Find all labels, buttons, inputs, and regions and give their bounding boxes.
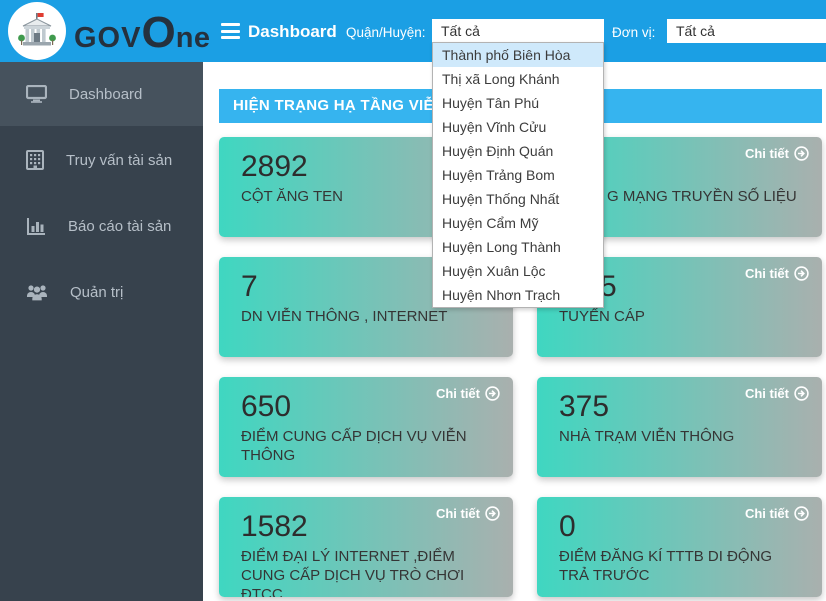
monitor-icon <box>26 85 47 103</box>
sidebar-nav: Dashboard Truy vấn tài sản <box>0 62 203 601</box>
stat-card-prepaid-registration-points: 0 ĐIỂM ĐĂNG KÍ TTTB DI ĐỘNG TRẢ TRƯỚC Ch… <box>537 497 822 597</box>
stat-label: G MẠNG TRUYỀN SỐ LIỆU <box>607 188 797 205</box>
sidebar-item-label: Truy vấn tài sản <box>66 151 173 169</box>
stat-card-telecom-service-points: 650 ĐIỂM CUNG CẤP DỊCH VỤ VIỄN THÔNG Chi… <box>219 377 513 477</box>
arrow-circle-right-icon <box>485 506 500 521</box>
stat-label: ĐIỂM CUNG CẤP DỊCH VỤ VIỄN THÔNG <box>241 428 467 464</box>
stat-card-telecom-stations: 375 NHÀ TRẠM VIỄN THÔNG Chi tiết <box>537 377 822 477</box>
district-option[interactable]: Huyện Tân Phú <box>442 95 540 111</box>
stat-label: ĐIỂM ĐĂNG KÍ TTTB DI ĐỘNG TRẢ TRƯỚC <box>559 548 773 584</box>
stat-label: ĐIỂM ĐẠI LÝ INTERNET ,ĐIỂM CUNG CẤP DỊCH… <box>241 548 465 597</box>
sidebar-item-dashboard[interactable]: Dashboard <box>0 62 203 126</box>
bar-chart-icon <box>27 217 45 235</box>
detail-link[interactable]: Chi tiết <box>745 146 809 161</box>
stat-value: 650 <box>241 390 292 423</box>
brand-text-ne: ne <box>175 22 211 54</box>
sidebar-item-label: Dashboard <box>69 85 143 103</box>
detail-link-label: Chi tiết <box>744 266 789 281</box>
detail-link[interactable]: Chi tiết <box>745 506 809 521</box>
brand-text-o: O <box>141 8 176 57</box>
detail-link-label: Chi tiết <box>744 506 789 521</box>
arrow-circle-right-icon <box>794 506 809 521</box>
district-select[interactable]: Tất cả <box>432 19 604 43</box>
sidebar-item-asset-query[interactable]: Truy vấn tài sản <box>0 128 203 192</box>
building-icon <box>26 150 44 170</box>
district-option[interactable]: Huyện Nhơn Trạch <box>442 287 561 303</box>
detail-link[interactable]: Chi tiết <box>436 506 500 521</box>
menu-toggle-icon[interactable] <box>221 23 240 39</box>
detail-link[interactable]: Chi tiết <box>745 386 809 401</box>
district-option[interactable]: Thị xã Long Khánh <box>442 71 560 87</box>
district-option[interactable]: Huyện Định Quán <box>442 143 554 159</box>
unit-filter-label: Đơn vị: <box>612 25 656 40</box>
stat-value: 375 <box>559 390 610 423</box>
stat-label: TUYẾN CÁP <box>559 308 645 325</box>
district-option[interactable]: Huyện Vĩnh Cửu <box>442 119 547 135</box>
government-building-icon <box>18 13 56 46</box>
sidebar-item-asset-report[interactable]: Báo cáo tài sản <box>0 194 203 258</box>
detail-link-label: Chi tiết <box>435 386 480 401</box>
stat-label: NHÀ TRẠM VIỄN THÔNG <box>559 428 735 445</box>
detail-link[interactable]: Chi tiết <box>436 386 500 401</box>
page-title: Dashboard <box>248 22 337 41</box>
stat-value: 1582 <box>241 510 308 543</box>
detail-link-label: Chi tiết <box>744 386 789 401</box>
users-icon <box>27 285 47 301</box>
stat-value: 0 <box>559 510 576 543</box>
sidebar-item-label: Báo cáo tài sản <box>68 217 172 235</box>
district-option[interactable]: Huyện Long Thành <box>442 239 561 255</box>
district-option[interactable]: Huyện Trảng Bom <box>442 167 555 183</box>
district-option[interactable]: Huyện Xuân Lộc <box>442 263 546 279</box>
detail-link[interactable]: Chi tiết <box>745 266 809 281</box>
brand-text-gov: GOV <box>74 22 142 54</box>
unit-select[interactable]: Tất cả <box>667 19 826 43</box>
arrow-circle-right-icon <box>794 266 809 281</box>
stat-card-internet-agents: 1582 ĐIỂM ĐẠI LÝ INTERNET ,ĐIỂM CUNG CẤP… <box>219 497 513 597</box>
stat-value: 5 <box>600 270 617 303</box>
district-filter-label: Quận/Huyện: <box>346 25 426 40</box>
district-option[interactable]: Huyện Thống Nhất <box>442 191 560 207</box>
stat-label: DN VIỄN THÔNG , INTERNET <box>241 308 448 325</box>
district-option[interactable]: Thành phố Biên Hòa <box>433 43 603 67</box>
district-dropdown-list: Thành phố Biên Hòa Thị xã Long Khánh Huy… <box>432 42 604 308</box>
sidebar-item-admin[interactable]: Quản trị <box>0 260 203 324</box>
arrow-circle-right-icon <box>485 386 500 401</box>
district-option[interactable]: Huyện Cẩm Mỹ <box>442 215 539 231</box>
brand-logo <box>8 2 66 60</box>
stat-label: CỘT ĂNG TEN <box>241 188 343 205</box>
stat-value: 7 <box>241 270 258 303</box>
stat-value: 2892 <box>241 150 308 183</box>
arrow-circle-right-icon <box>794 386 809 401</box>
sidebar-item-label: Quản trị <box>70 283 124 301</box>
detail-link-label: Chi tiết <box>744 146 789 161</box>
arrow-circle-right-icon <box>794 146 809 161</box>
detail-link-label: Chi tiết <box>435 506 480 521</box>
